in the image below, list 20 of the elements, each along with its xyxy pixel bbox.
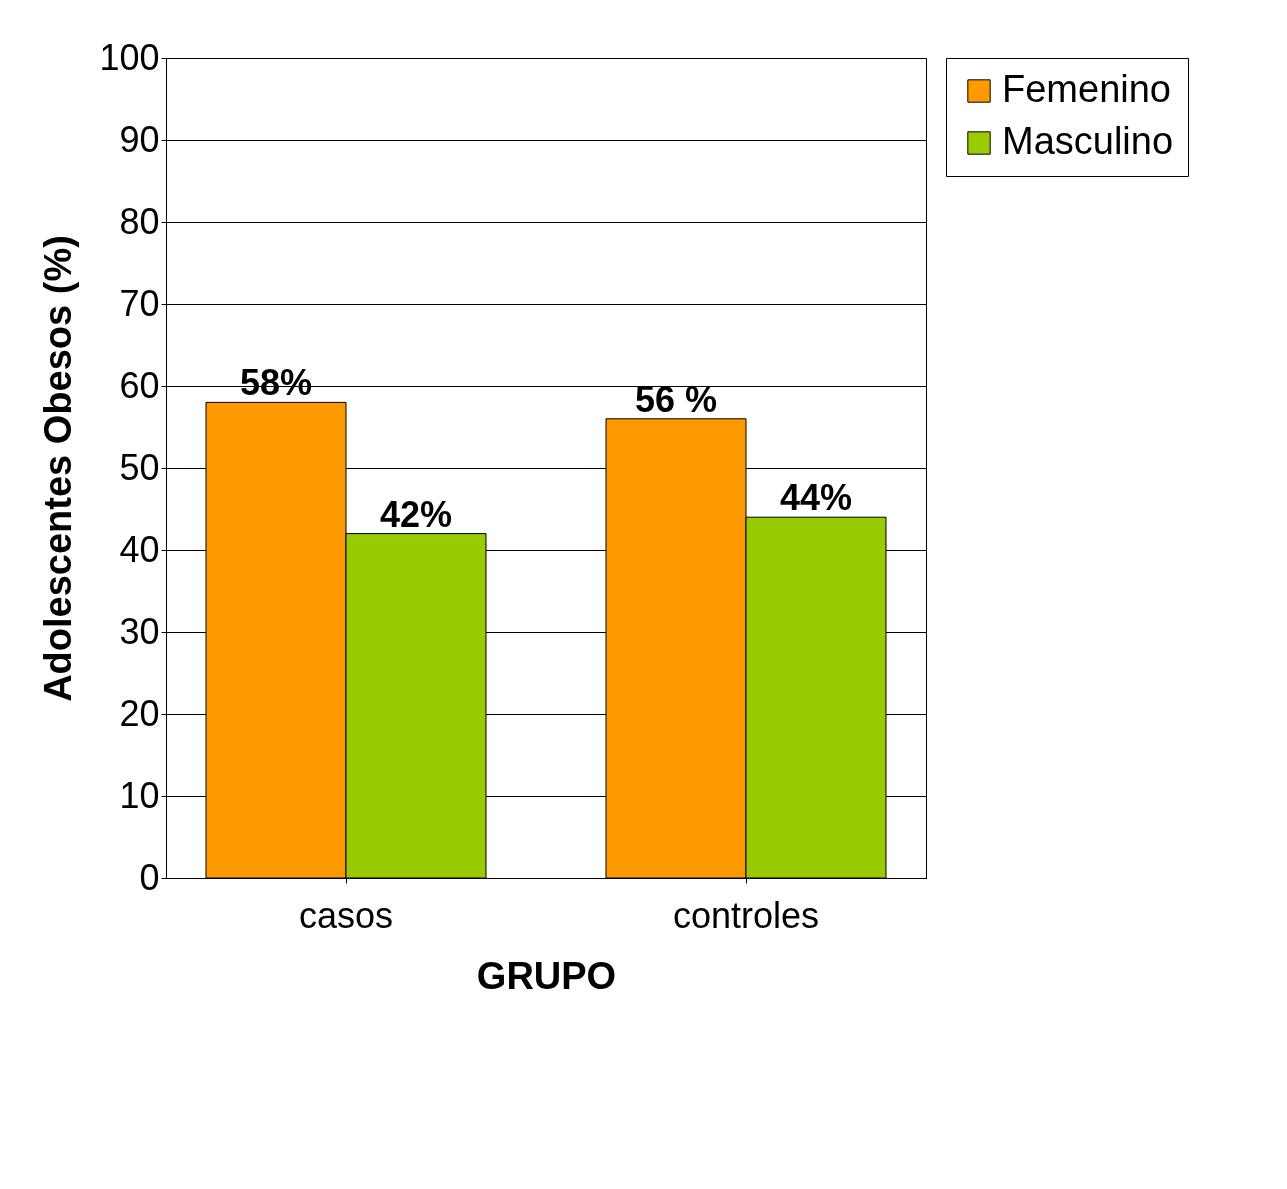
legend-label: Femenino (1002, 68, 1171, 110)
y-tick-label: 10 (119, 774, 160, 816)
y-tick-label: 40 (119, 528, 160, 570)
data-label: 44% (779, 477, 853, 519)
data-label: 56 % (634, 378, 718, 420)
y-tick-label: 20 (119, 692, 160, 734)
y-axis-title: Adolescentes Obesos (%) (37, 235, 80, 702)
y-tick-label: 90 (119, 118, 160, 160)
y-tick-label: 80 (119, 200, 160, 242)
x-axis-title: GRUPO (476, 954, 617, 997)
y-tick-label: 30 (119, 610, 160, 652)
y-tick-label: 100 (99, 36, 160, 78)
legend-label: Masculino (1002, 120, 1174, 162)
y-tick-label: 60 (119, 364, 160, 406)
y-tick-label: 50 (119, 446, 160, 488)
x-tick-label: casos (298, 894, 394, 936)
x-tick-label: controles (672, 894, 820, 936)
y-tick-label: 0 (139, 856, 160, 898)
data-label: 42% (379, 493, 453, 535)
y-tick-label: 70 (119, 282, 160, 324)
